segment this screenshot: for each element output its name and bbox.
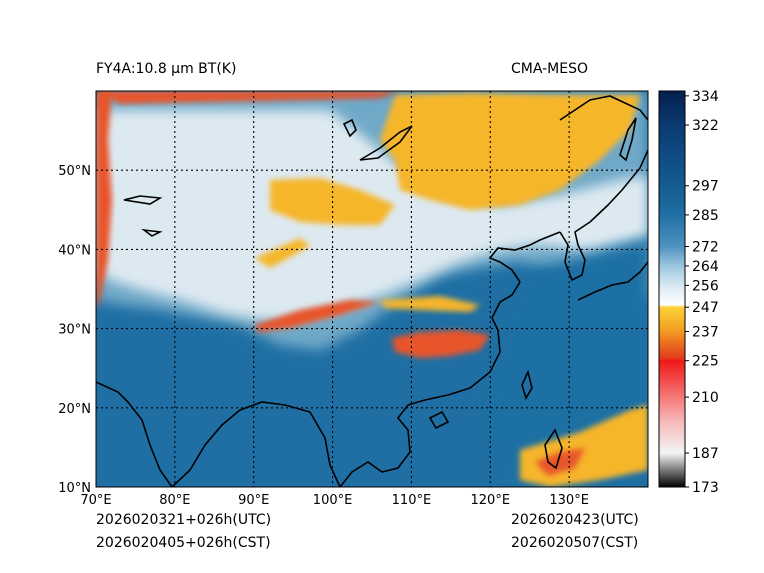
lon-label: 100°E [313,493,353,508]
lat-label: 10°N [58,481,91,496]
map-title: FY4A:10.8 µm BT(K) [96,61,237,77]
cloud-streak-east [380,296,480,312]
coast-south-china [407,281,521,406]
init-time-cst: 2026020405+026h(CST) [96,535,271,551]
brightness-temperature-field [96,91,648,487]
high-cloud-north [380,93,640,210]
valid-time-utc: 2026020423(UTC) [511,512,639,528]
colorbar-tick-label: 334 [692,89,719,105]
lon-label: 130°E [549,493,589,508]
lon-label: 70°E [80,493,111,508]
colorbar-tick-label: 272 [692,239,719,255]
coast-okhotsk [559,95,648,121]
coastlines [96,95,648,487]
colorbar-tick-label: 264 [692,259,719,275]
lon-label: 110°E [392,493,432,508]
colorbar-tick-label: 322 [692,118,719,134]
lake-baikal [359,125,413,161]
coast-indochina [339,404,411,487]
cloud-streak-west [255,238,310,268]
graticule [96,91,648,487]
colorbar-tick-label: 237 [692,325,719,341]
colorbar-tick-label: 247 [692,300,719,316]
coast-bay-of-bengal [171,401,341,487]
colorbar-tick-label: 173 [692,480,719,496]
lon-label: 80°E [159,493,190,508]
colorbar-tick-label: 225 [692,354,719,370]
caspian-area [141,228,163,237]
coast-hainan [428,410,450,430]
lake-north [342,118,357,138]
model-name: CMA-MESO [511,61,589,77]
colorbar-tick-label: 285 [692,208,719,224]
colorbar-tick-label: 210 [692,390,719,406]
limb-cold-edge-north [96,91,400,104]
deep-convection-south-china [392,330,490,358]
colorbar-tick-label: 256 [692,278,719,294]
colorbar-tick-label: 187 [692,446,719,462]
coast-luzon [544,428,563,470]
convection-core-philippines [535,448,585,476]
coast-korea [559,221,591,282]
coast-siberia-east [589,149,648,223]
coast-bohai [488,231,561,283]
cloud-streak-tibet [255,300,380,332]
lon-label: 120°E [471,493,511,508]
map-frame [95,90,649,488]
init-time-utc: 2026020321+026h(UTC) [96,512,272,528]
lake-balkhash [123,195,163,205]
axis-tick-labels: 70°E 80°E 90°E 100°E 110°E 120°E 130°E 10°N 20°N… [58,164,589,508]
coast-india [96,381,173,487]
coast-taiwan [521,369,533,400]
colorbar-tick-label: 297 [692,179,719,195]
coast-japan [577,261,648,301]
colorbar-scale [658,90,686,488]
lon-label: 90°E [238,493,269,508]
lat-label: 30°N [58,323,91,338]
lat-label: 20°N [58,402,91,417]
limb-cold-edge-west [96,91,112,310]
colorbar: 334 322 297 285 272 264 256 247 237 225 210 187 173 [658,89,719,496]
lat-label: 50°N [58,164,91,179]
valid-time-cst: 2026020507(CST) [511,535,639,551]
lat-label: 40°N [58,243,91,258]
coast-sakhalin [619,117,637,162]
